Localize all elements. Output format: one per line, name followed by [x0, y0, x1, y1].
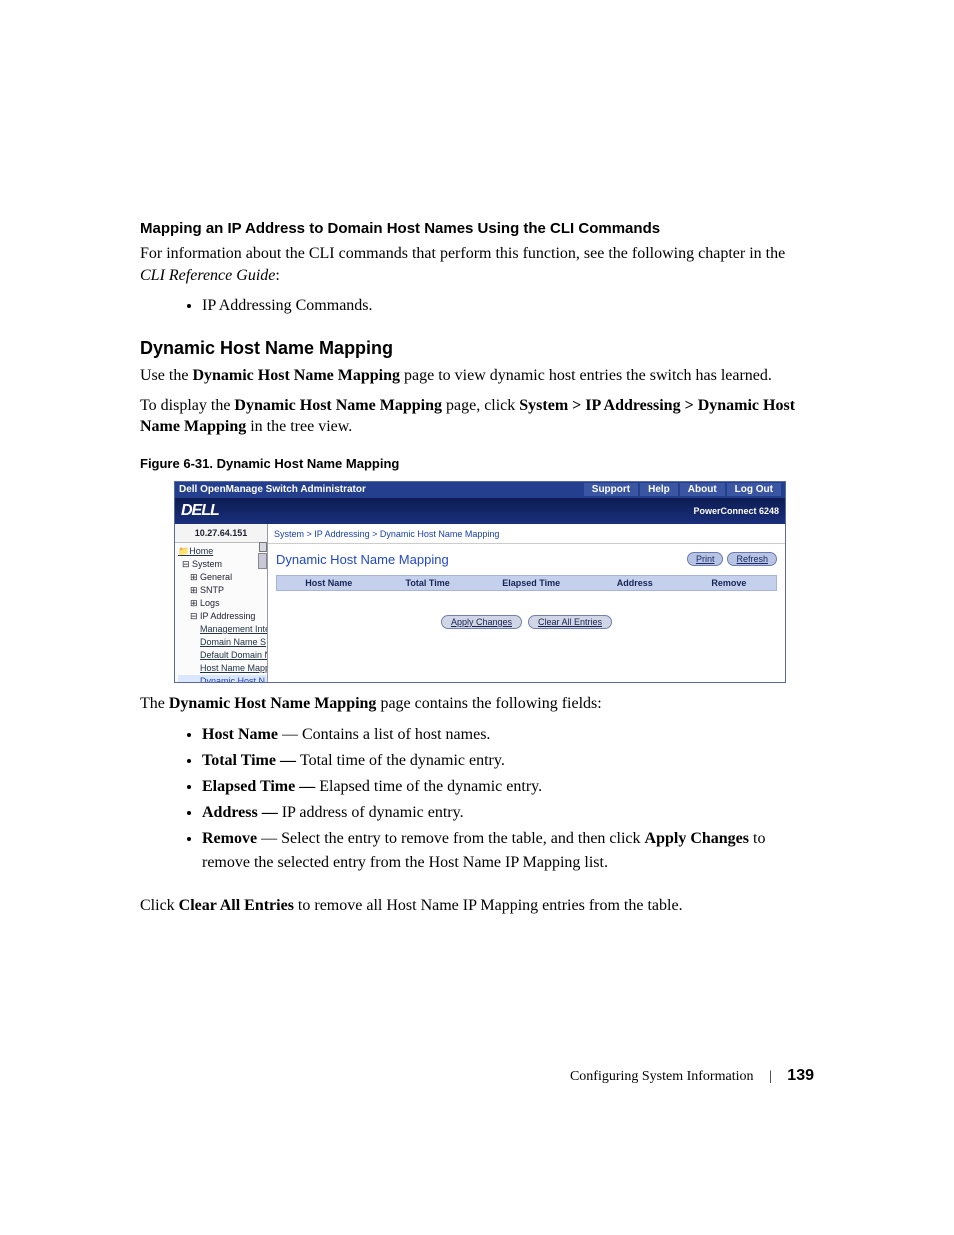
help-button[interactable]: Help — [640, 483, 678, 496]
tree-domain-name[interactable]: Domain Name S — [178, 636, 267, 649]
model-label: PowerConnect 6248 — [693, 506, 779, 516]
about-button[interactable]: About — [680, 483, 725, 496]
tree-sntp[interactable]: ⊞ SNTP — [178, 584, 267, 597]
figure-screenshot: Dell OpenManage Switch Administrator Sup… — [174, 481, 786, 683]
text: Elapsed time of the dynamic entry. — [319, 778, 542, 795]
col-elapsedtime: Elapsed Time — [475, 578, 588, 588]
text: For information about the CLI commands t… — [140, 245, 785, 262]
text: page contains the following fields: — [376, 695, 601, 712]
col-address: Address — [588, 578, 682, 588]
tree-panel: 10.27.64.151 📁Home ⊟ System ⊞ General ⊞ … — [175, 524, 268, 682]
text: Total time of the dynamic entry. — [300, 752, 505, 769]
tree-host-name-mapping[interactable]: Host Name Mapp — [178, 662, 267, 675]
text-bold: Dynamic Host Name Mapping — [169, 695, 377, 712]
action-row: Apply Changes Clear All Entries — [276, 591, 777, 629]
tree-logs[interactable]: ⊞ Logs — [178, 597, 267, 610]
tree-default-domain[interactable]: Default Domain N — [178, 649, 267, 662]
col-totaltime: Total Time — [381, 578, 475, 588]
print-button[interactable]: Print — [687, 552, 724, 566]
paragraph-use: Use the Dynamic Host Name Mapping page t… — [140, 365, 814, 387]
text: page, click — [442, 397, 519, 414]
section-heading-dynamic: Dynamic Host Name Mapping — [140, 338, 814, 359]
paragraph-clear-all: Click Clear All Entries to remove all Ho… — [140, 895, 814, 917]
text-bold: Apply Changes — [645, 830, 749, 847]
text-bold: Address — — [202, 804, 282, 821]
text: to remove all Host Name IP Mapping entri… — [294, 897, 683, 914]
window-titlebar: Dell OpenManage Switch Administrator Sup… — [175, 482, 785, 498]
text-bold: Dynamic Host Name Mapping — [192, 367, 400, 384]
tree-general[interactable]: ⊞ General — [178, 571, 267, 584]
text: — Select the entry to remove from the ta… — [257, 830, 644, 847]
col-hostname: Host Name — [277, 578, 381, 588]
text: page to view dynamic host entries the sw… — [400, 367, 772, 384]
table-header-row: Host Name Total Time Elapsed Time Addres… — [276, 575, 777, 591]
tree-ipaddressing[interactable]: ⊟ IP Addressing — [178, 610, 267, 623]
page-footer: Configuring System Information | 139 — [570, 1067, 814, 1085]
text-bold: Clear All Entries — [179, 897, 294, 914]
page-number: 139 — [787, 1067, 814, 1084]
refresh-button[interactable]: Refresh — [727, 552, 777, 566]
bullet-hostname: Host Name — Contains a list of host name… — [202, 723, 814, 747]
text-bold: Remove — [202, 830, 257, 847]
text: Click — [140, 897, 179, 914]
paragraph-display: To display the Dynamic Host Name Mapping… — [140, 395, 814, 438]
ip-address-label: 10.27.64.151 — [175, 524, 267, 543]
panel-title: Dynamic Host Name Mapping — [276, 552, 449, 567]
col-remove: Remove — [682, 578, 776, 588]
text: To display the — [140, 397, 234, 414]
bullet-address: Address — IP address of dynamic entry. — [202, 801, 814, 825]
cli-reference-guide: CLI Reference Guide — [140, 267, 275, 284]
main-panel: System > IP Addressing > Dynamic Host Na… — [268, 524, 785, 682]
tree-system[interactable]: ⊟ System — [178, 558, 267, 571]
window-title: Dell OpenManage Switch Administrator — [179, 484, 366, 495]
subheading-mapping: Mapping an IP Address to Domain Host Nam… — [140, 220, 814, 237]
fields-bullet-list: Host Name — Contains a list of host name… — [140, 723, 814, 875]
scrollbar-thumb[interactable] — [258, 553, 267, 569]
text-bold: Host Name — [202, 726, 278, 743]
text: : — [275, 267, 279, 284]
scroll-up-icon[interactable] — [259, 542, 267, 552]
tree-home[interactable]: 📁Home — [178, 545, 267, 558]
bullet-remove: Remove — Select the entry to remove from… — [202, 827, 814, 875]
bullet-elapsedtime: Elapsed Time — Elapsed time of the dynam… — [202, 775, 814, 799]
text-bold: Total Time — — [202, 752, 300, 769]
figure-caption: Figure 6-31. Dynamic Host Name Mapping — [140, 456, 814, 471]
clear-all-entries-button[interactable]: Clear All Entries — [528, 615, 612, 629]
text: Use the — [140, 367, 192, 384]
bullet-item: IP Addressing Commands. — [202, 294, 814, 318]
text-bold: Elapsed Time — — [202, 778, 319, 795]
dell-logo: DELL — [181, 502, 219, 520]
breadcrumb: System > IP Addressing > Dynamic Host Na… — [268, 524, 785, 544]
bullet-list-cli: IP Addressing Commands. — [140, 294, 814, 318]
tree-management[interactable]: Management Inte — [178, 623, 267, 636]
text: in the tree view. — [246, 418, 352, 435]
bullet-totaltime: Total Time — Total time of the dynamic e… — [202, 749, 814, 773]
apply-changes-button[interactable]: Apply Changes — [441, 615, 522, 629]
paragraph-cli-info: For information about the CLI commands t… — [140, 243, 814, 286]
text-bold: Dynamic Host Name Mapping — [234, 397, 442, 414]
tree-dynamic-host[interactable]: Dynamic Host N — [178, 675, 267, 682]
logo-bar: DELL PowerConnect 6248 — [175, 498, 785, 524]
text: IP address of dynamic entry. — [282, 804, 464, 821]
paragraph-fields-intro: The Dynamic Host Name Mapping page conta… — [140, 693, 814, 715]
footer-text: Configuring System Information — [570, 1069, 754, 1084]
text: The — [140, 695, 169, 712]
support-button[interactable]: Support — [584, 483, 638, 496]
logout-button[interactable]: Log Out — [727, 483, 781, 496]
tree-content: 📁Home ⊟ System ⊞ General ⊞ SNTP ⊞ Logs ⊟… — [175, 543, 267, 682]
footer-separator: | — [769, 1069, 772, 1084]
text: — Contains a list of host names. — [278, 726, 490, 743]
